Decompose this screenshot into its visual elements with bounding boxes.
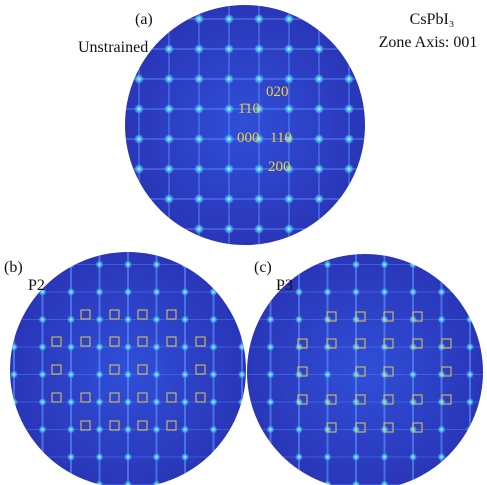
condition: Unstrained — [78, 39, 148, 56]
panel-label: (b) — [4, 259, 23, 276]
zone-axis: Zone Axis: 001 — [379, 34, 478, 51]
material: CsPbI₃ — [410, 11, 455, 28]
spot-index: 000 — [237, 130, 260, 146]
figure: (a) Unstrained CsPbI₃ Zone Axis: 001 020… — [0, 0, 487, 485]
spot-index: 110 — [270, 130, 292, 146]
condition: P2 — [28, 277, 45, 294]
pattern-a — [125, 5, 365, 245]
spot-index: 1̄10 — [238, 101, 260, 117]
spot-index: 200 — [268, 159, 291, 175]
panel-label: (a) — [135, 11, 153, 28]
spot-index: 020 — [266, 84, 289, 100]
condition: P3 — [276, 277, 293, 294]
panel-label: (c) — [254, 259, 272, 276]
pattern-b — [10, 252, 246, 485]
